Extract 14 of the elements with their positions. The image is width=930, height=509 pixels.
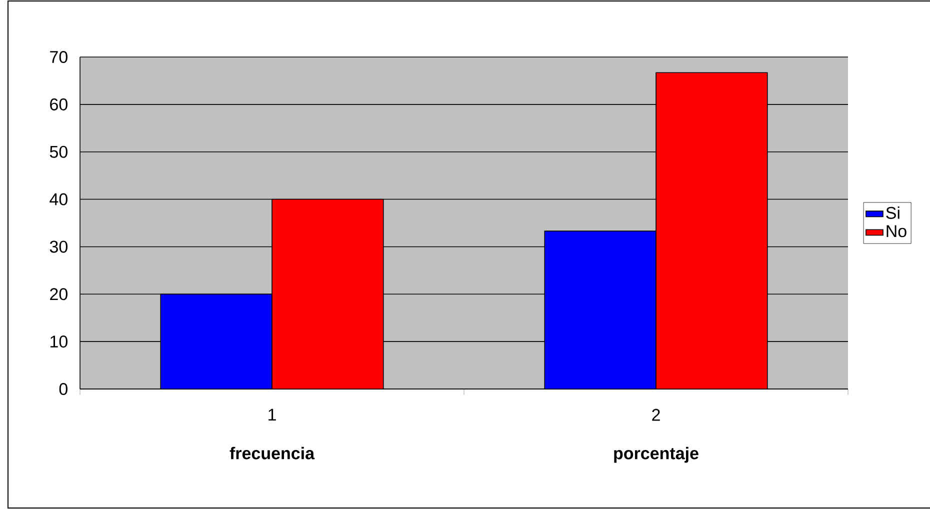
x-tick-label: 1 — [268, 408, 276, 421]
y-tick-label: 0 — [59, 382, 68, 396]
text: porcentaje — [614, 446, 698, 463]
x-tick-label: 2 — [652, 408, 660, 421]
y-tick-label: 70 — [50, 50, 68, 64]
y-tick-label: 10 — [50, 336, 68, 348]
y-tick-label: 50 — [50, 146, 68, 158]
text: frecuencia — [230, 446, 315, 460]
legend-label: No — [886, 225, 906, 238]
y-tick-label: 40 — [50, 193, 68, 206]
y-tick-label: 30 — [50, 240, 68, 253]
y-tick-label: 60 — [50, 98, 68, 110]
y-tick-label: 20 — [50, 288, 68, 300]
legend-label: Si — [886, 206, 900, 219]
